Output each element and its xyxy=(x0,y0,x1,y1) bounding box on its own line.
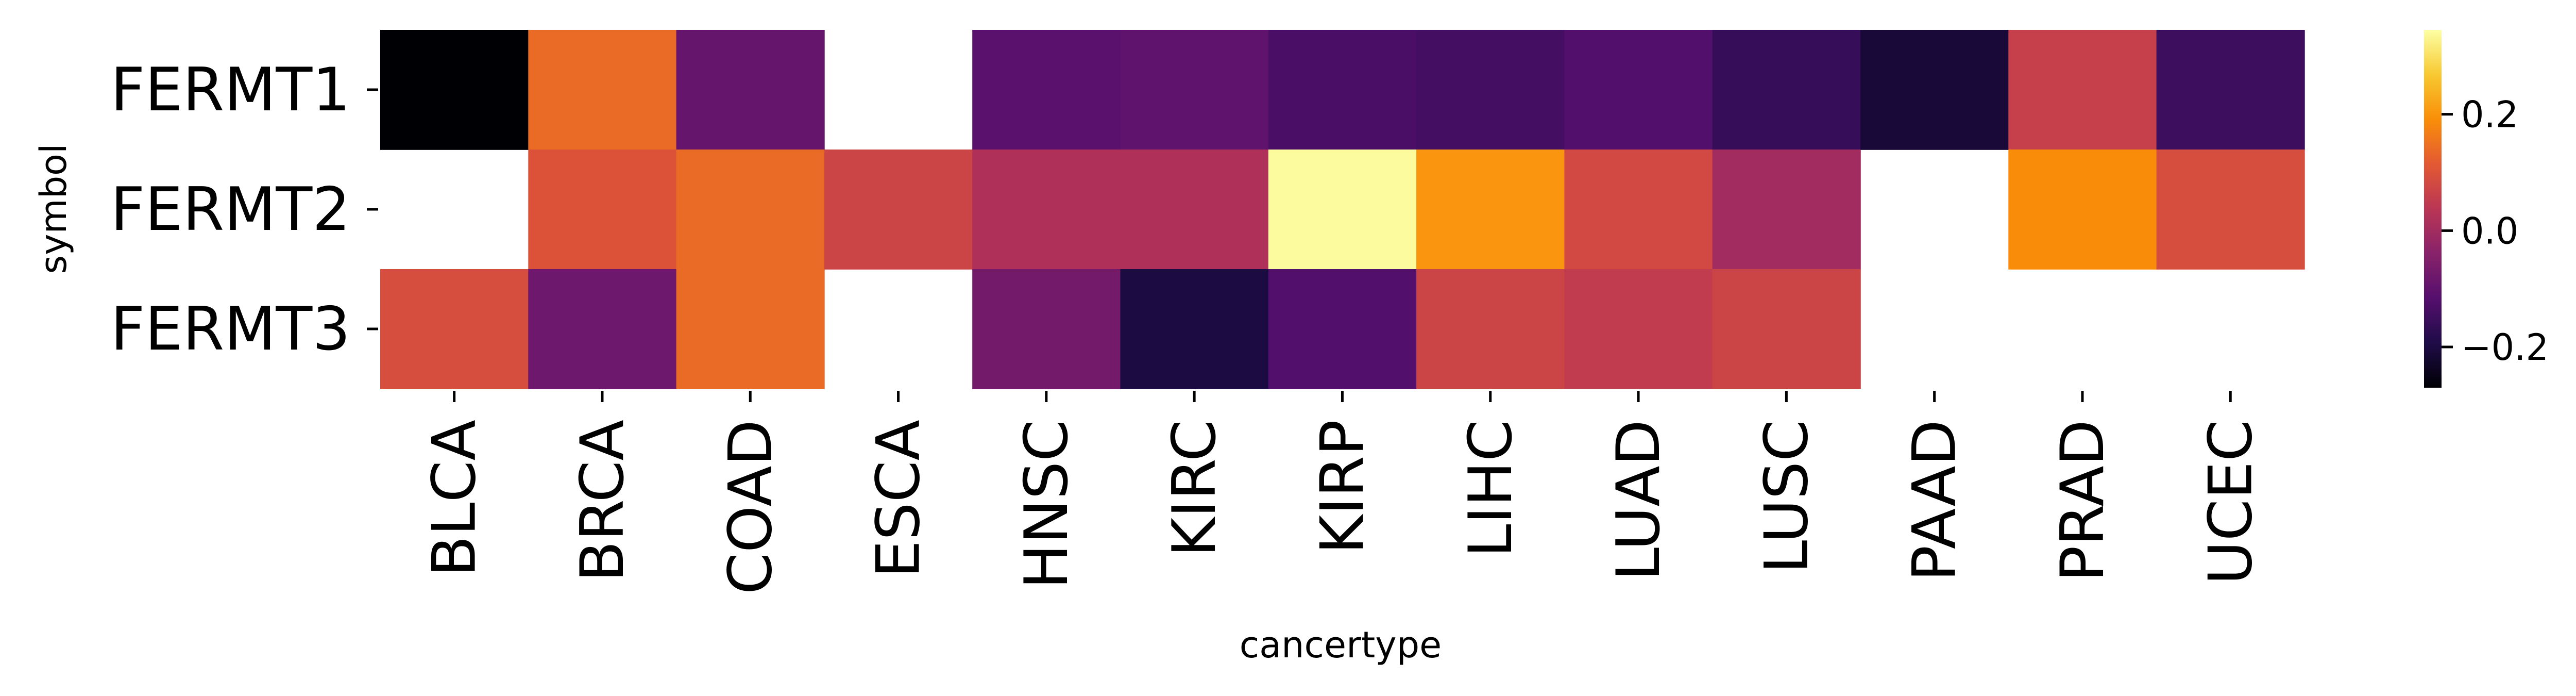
heatmap-cell xyxy=(1712,269,1861,389)
x-tick-label: PRAD xyxy=(2048,420,2117,582)
heatmap-cell xyxy=(676,30,825,150)
y-tick-label: FERMT2 xyxy=(111,175,350,244)
heatmap-cell xyxy=(380,30,529,150)
heatmap-cell xyxy=(1120,150,1269,270)
heatmap-cell xyxy=(1268,269,1417,389)
heatmap-cell xyxy=(1120,30,1269,150)
x-tick-label: COAD xyxy=(716,420,785,594)
heatmap-cell xyxy=(1268,150,1417,270)
colorbar: 0.2 0.0 −0.2 xyxy=(2424,30,2549,388)
colorbar-tick-label: 0.0 xyxy=(2461,210,2518,252)
x-tick-label: BLCA xyxy=(420,420,489,577)
heatmap-cell xyxy=(676,150,825,270)
x-tick-label: LUAD xyxy=(1604,420,1673,581)
heatmap-cell xyxy=(972,150,1121,270)
x-axis: BLCA BRCA COAD ESCA HNSC KIRC KIRP LIHC LUAD LUSC… xyxy=(420,391,2265,594)
colorbar-gradient xyxy=(2424,30,2442,388)
x-tick-label: LUSC xyxy=(1752,420,1821,573)
x-tick-label: HNSC xyxy=(1012,420,1081,589)
heatmap-cell xyxy=(2008,30,2157,150)
colorbar-tick-label: 0.2 xyxy=(2461,94,2518,136)
heatmap-cell xyxy=(1860,30,2009,150)
heatmap-cell xyxy=(1564,30,1713,150)
heatmap-cell xyxy=(1416,30,1565,150)
heatmap-cells xyxy=(380,30,2305,389)
heatmap-cell xyxy=(1120,269,1269,389)
y-tick-label: FERMT3 xyxy=(111,294,350,364)
heatmap-cell xyxy=(2008,150,2157,270)
heatmap-cell xyxy=(380,269,529,389)
heatmap-cell xyxy=(2156,30,2305,150)
heatmap-cell xyxy=(1712,30,1861,150)
heatmap-cell xyxy=(1564,269,1713,389)
heatmap-cell xyxy=(824,150,973,270)
x-tick-label: KIRP xyxy=(1308,420,1377,554)
colorbar-tick-label: −0.2 xyxy=(2461,326,2549,369)
heatmap-cell xyxy=(528,269,677,389)
heatmap-cell xyxy=(528,30,677,150)
x-tick-label: KIRC xyxy=(1160,420,1229,557)
x-tick-label: BRCA xyxy=(568,420,637,582)
heatmap-cell xyxy=(972,30,1121,150)
heatmap-cell xyxy=(1268,30,1417,150)
heatmap-cell xyxy=(676,269,825,389)
heatmap-cell xyxy=(528,150,677,270)
x-tick-label: ESCA xyxy=(864,420,934,578)
y-axis: FERMT1 FERMT2 FERMT3 xyxy=(111,55,378,364)
heatmap-cell xyxy=(2156,150,2305,270)
heatmap-cell xyxy=(972,269,1121,389)
y-axis-title: symbol xyxy=(32,144,75,274)
heatmap-cell xyxy=(1416,269,1565,389)
heatmap-cell xyxy=(1712,150,1861,270)
x-tick-label: LIHC xyxy=(1456,420,1526,557)
y-tick-label: FERMT1 xyxy=(111,55,350,125)
x-axis-title: cancertype xyxy=(1240,624,1442,666)
x-tick-label: UCEC xyxy=(2196,420,2265,585)
heatmap-cell xyxy=(1416,150,1565,270)
heatmap-cell xyxy=(1564,150,1713,270)
x-tick-label: PAAD xyxy=(1900,420,1970,582)
